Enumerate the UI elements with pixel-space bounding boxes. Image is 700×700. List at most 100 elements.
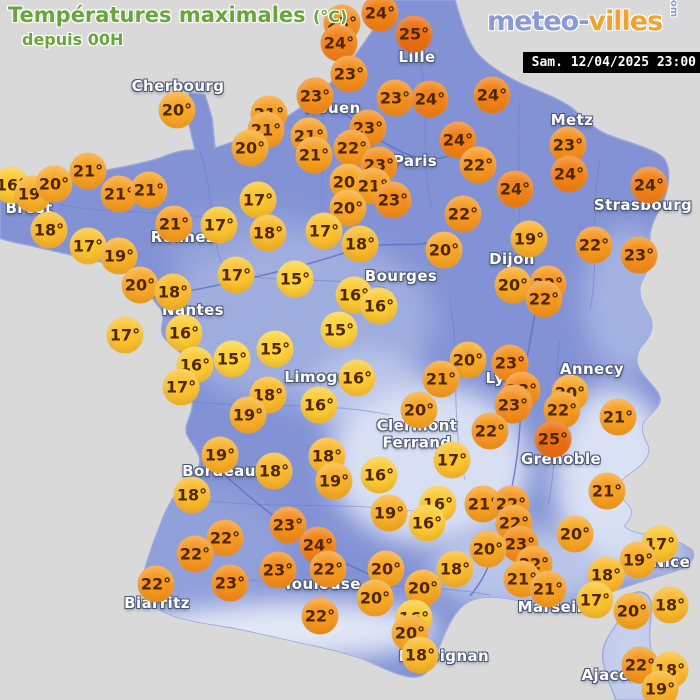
title-unit: (°C) — [312, 7, 348, 26]
page-subtitle: depuis 00H — [22, 30, 124, 49]
city-label-biarritz: Biarritz — [124, 593, 190, 612]
temp-bubble: 21° — [529, 570, 567, 608]
temp-bubble: 19° — [510, 220, 548, 258]
temp-bubble: 24° — [630, 166, 668, 204]
temp-bubble: 22° — [309, 550, 347, 588]
logo-text-meteo: meteo- — [487, 6, 589, 37]
temp-bubble: 23° — [620, 236, 658, 274]
temp-bubble: 22° — [525, 280, 563, 318]
temp-bubble: 16° — [338, 359, 376, 397]
temp-bubble: 17° — [576, 581, 614, 619]
temp-bubble: 20° — [158, 91, 196, 129]
city-label-cherbourg: Cherbourg — [131, 76, 225, 95]
temp-bubble: 16° — [360, 287, 398, 325]
temp-bubble: 22° — [444, 195, 482, 233]
temp-bubble: 16° — [165, 314, 203, 352]
temp-bubble: 25° — [395, 15, 433, 53]
temp-bubble: 20° — [494, 266, 532, 304]
temp-bubble: 16° — [408, 504, 446, 542]
temp-bubble: 23° — [259, 551, 297, 589]
temp-bubble: 21° — [130, 171, 168, 209]
temp-bubble: 18° — [401, 636, 439, 674]
temp-bubble: 24° — [550, 155, 588, 193]
temp-bubble: 16° — [360, 456, 398, 494]
city-label-metz: Metz — [550, 110, 594, 129]
temp-bubble: 15° — [320, 311, 358, 349]
temp-bubble: 18° — [341, 225, 379, 263]
temp-bubble: 15° — [213, 340, 251, 378]
temp-bubble: 20° — [556, 515, 594, 553]
temp-bubble: 22° — [575, 226, 613, 264]
logo-text-com: com — [668, 0, 680, 18]
temp-bubble: 22° — [176, 535, 214, 573]
temp-bubble: 21° — [599, 398, 637, 436]
temp-bubble: 23° — [211, 564, 249, 602]
temp-bubble: 23° — [296, 77, 334, 115]
temp-bubble: 23° — [376, 79, 414, 117]
temp-bubble: 18° — [651, 586, 689, 624]
temp-bubble: 24° — [473, 76, 511, 114]
temp-bubble: 18° — [154, 273, 192, 311]
temp-bubble: 21° — [295, 136, 333, 174]
temp-bubble: 17° — [106, 316, 144, 354]
temp-bubble: 24° — [320, 24, 358, 62]
temp-bubble: 25° — [534, 420, 572, 458]
city-label-bourges: Bourges — [364, 266, 438, 285]
temp-bubble: 23° — [491, 344, 529, 382]
temp-bubble: 18° — [436, 550, 474, 588]
city-label-strasbourg: Strasbourg — [593, 195, 693, 214]
temp-bubble: 24° — [411, 80, 449, 118]
temp-bubble: 20° — [121, 266, 159, 304]
temp-bubble: 23° — [374, 181, 412, 219]
logo-text-villes: villes — [588, 6, 663, 37]
temp-bubble: 22° — [459, 146, 497, 184]
city-label-paris: Paris — [392, 151, 438, 170]
temp-bubble: 17° — [69, 227, 107, 265]
temp-bubble: 18° — [173, 476, 211, 514]
temp-bubble: 23° — [330, 55, 368, 93]
temp-bubble: 24° — [299, 526, 337, 564]
temp-bubble: 17° — [305, 212, 343, 250]
temp-bubble: 20° — [469, 530, 507, 568]
temp-bubble: 16° — [300, 386, 338, 424]
meteo-villes-logo[interactable]: meteo-villes com — [487, 0, 685, 37]
temp-bubble: 18° — [249, 214, 287, 252]
temp-bubble: 20° — [35, 165, 73, 203]
temp-bubble: 17° — [217, 256, 255, 294]
temp-bubble: 17° — [162, 368, 200, 406]
city-label-annecy: Annecy — [559, 359, 625, 378]
temp-bubble: 19° — [370, 494, 408, 532]
temp-bubble: 21° — [422, 360, 460, 398]
temp-bubble: 19° — [315, 462, 353, 500]
page-title-block: Températures maximales (°C) depuis 00H — [8, 3, 347, 49]
temp-bubble: 20° — [356, 579, 394, 617]
temp-bubble: 22° — [137, 565, 175, 603]
temp-bubble: 20° — [231, 129, 269, 167]
city-label-lille: Lille — [398, 47, 436, 66]
temp-bubble: 18° — [30, 211, 68, 249]
temp-bubble: 20° — [613, 592, 651, 630]
temp-bubble: 19° — [229, 396, 267, 434]
datetime-stamp: Sam. 12/04/2025 23:00 — [522, 52, 700, 73]
temp-bubble: 15° — [256, 330, 294, 368]
temp-bubble: 24° — [361, 0, 399, 32]
temp-bubble: 17° — [433, 441, 471, 479]
temp-bubble: 21° — [69, 152, 107, 190]
temp-bubble: 15° — [276, 260, 314, 298]
temp-bubble: 22° — [471, 412, 509, 450]
temp-bubble: 21° — [588, 472, 626, 510]
temp-bubble: 17° — [200, 206, 238, 244]
temp-bubble: 18° — [255, 452, 293, 490]
temp-bubble: 19° — [201, 436, 239, 474]
temp-bubble: 21° — [155, 205, 193, 243]
temp-bubble: 20° — [425, 231, 463, 269]
temp-bubble: 20° — [400, 391, 438, 429]
temp-bubble: 24° — [496, 170, 534, 208]
temp-bubble: 19° — [641, 670, 679, 700]
page-title: Températures maximales — [8, 3, 306, 27]
temp-bubble: 17° — [239, 181, 277, 219]
city-label-grenoble: Grenoble — [520, 449, 602, 468]
temp-bubble: 19° — [619, 541, 657, 579]
